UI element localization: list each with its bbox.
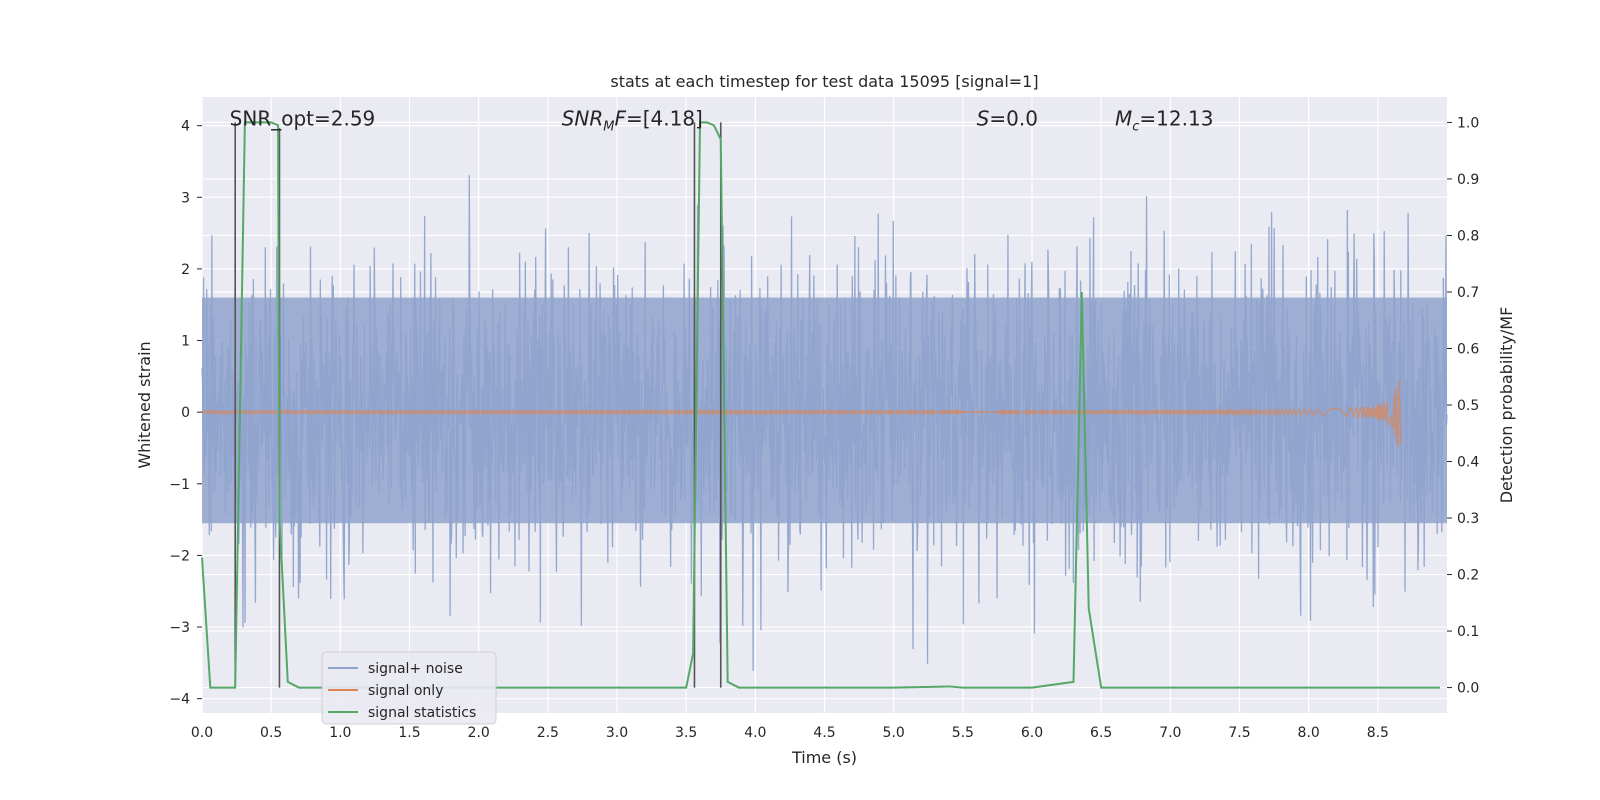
y-ticks-left: 4 3 2 1 0 −1 −2 −3 −4 bbox=[169, 119, 202, 708]
annotation-part: =0.0 bbox=[989, 106, 1038, 130]
x-tick-label: 6.5 bbox=[1090, 725, 1112, 741]
y-tick-label-left: 1 bbox=[181, 334, 190, 350]
x-tick-label: 8.0 bbox=[1298, 725, 1320, 741]
signal-only-line bbox=[201, 379, 1402, 448]
annotation-part: =[4.18] bbox=[626, 106, 703, 130]
y-tick-label-left: 4 bbox=[181, 119, 190, 135]
x-tick-label: 5.0 bbox=[883, 725, 905, 741]
signal-statistics-line bbox=[201, 121, 1441, 689]
y-tick-label-right: 0.8 bbox=[1457, 228, 1479, 244]
y-tick-label-left: −4 bbox=[169, 692, 190, 708]
x-axis-label: Time (s) bbox=[791, 748, 857, 767]
y-tick-label-left: −2 bbox=[169, 548, 190, 564]
signal-only-series bbox=[201, 379, 1402, 448]
annotation-part: SNR bbox=[562, 106, 604, 130]
x-tick-label: 3.0 bbox=[606, 725, 628, 741]
y-tick-label-left: −1 bbox=[169, 477, 190, 493]
annotation-part: c bbox=[1132, 119, 1139, 134]
x-tick-label: 7.0 bbox=[1159, 725, 1181, 741]
x-tick-label: 1.5 bbox=[398, 725, 420, 741]
y-tick-label-left: 2 bbox=[181, 262, 190, 278]
x-tick-label: 2.0 bbox=[468, 725, 490, 741]
chart-title: stats at each timestep for test data 150… bbox=[610, 72, 1038, 91]
x-tick-label: 2.5 bbox=[537, 725, 559, 741]
y-tick-label-right: 0.4 bbox=[1457, 455, 1479, 471]
legend-entry: signal only bbox=[368, 683, 443, 699]
annotations: SNR_opt=2.59 SNRMF=[4.18] S=0.0 Mc=12.13 bbox=[230, 106, 1214, 134]
y-axis-label-right: Detection probability/MF bbox=[1497, 307, 1516, 504]
legend-entry: signal statistics bbox=[368, 705, 476, 721]
y-tick-label-right: 0.1 bbox=[1457, 624, 1479, 640]
y-tick-label-left: 0 bbox=[181, 405, 190, 421]
legend-entry: signal+ noise bbox=[368, 661, 463, 677]
x-tick-label: 0.5 bbox=[260, 725, 282, 741]
y-tick-label-right: 0.7 bbox=[1457, 285, 1479, 301]
y-tick-label-right: 1.0 bbox=[1457, 115, 1479, 131]
y-tick-label-right: 0.2 bbox=[1457, 568, 1479, 584]
x-tick-label: 4.5 bbox=[813, 725, 835, 741]
annotation-part: M bbox=[603, 119, 614, 134]
x-tick-label: 4.0 bbox=[744, 725, 766, 741]
x-tick-label: 3.5 bbox=[675, 725, 697, 741]
annotation-part: =12.13 bbox=[1139, 106, 1213, 130]
annotation-text: S=0.0 bbox=[977, 106, 1038, 130]
annotation-text: Mc=12.13 bbox=[1115, 106, 1213, 134]
x-ticks: 0.0 0.5 1.0 1.5 2.0 2.5 3.0 3.5 4.0 4.5 5.0 5.5 6.0 6… bbox=[191, 725, 1389, 741]
y-tick-label-left: 3 bbox=[181, 190, 190, 206]
x-tick-label: 1.0 bbox=[329, 725, 351, 741]
signal-statistics-series bbox=[201, 121, 1441, 689]
x-tick-label: 5.5 bbox=[952, 725, 974, 741]
y-axis-label-left: Whitened strain bbox=[135, 341, 154, 468]
x-tick-label: 6.0 bbox=[1021, 725, 1043, 741]
annotation-text: SNR_opt=2.59 bbox=[230, 106, 376, 130]
y-tick-label-left: −3 bbox=[169, 620, 190, 636]
legend-box bbox=[321, 651, 497, 725]
x-tick-label: 7.5 bbox=[1228, 725, 1250, 741]
x-tick-label: 8.5 bbox=[1367, 725, 1389, 741]
y-tick-label-right: 0.5 bbox=[1457, 398, 1479, 414]
annotation-part: S bbox=[977, 106, 990, 130]
annotation-part: F bbox=[614, 106, 626, 130]
y-tick-label-right: 0.6 bbox=[1457, 341, 1479, 357]
noise-line bbox=[201, 175, 1448, 671]
y-ticks-right: 1.0 0.9 0.8 0.7 0.6 0.5 0.4 0.3 0.2 0.1 0.0 bbox=[1447, 115, 1479, 697]
annotation-part: M bbox=[1115, 106, 1132, 130]
y-tick-label-right: 0.0 bbox=[1457, 681, 1479, 697]
legend: signal+ noise signal only signal statistic… bbox=[321, 651, 497, 725]
annotation-text: SNRMF=[4.18] bbox=[562, 106, 703, 134]
x-tick-label: 0.0 bbox=[191, 725, 213, 741]
y-tick-label-right: 0.9 bbox=[1457, 172, 1479, 188]
y-tick-label-right: 0.3 bbox=[1457, 511, 1479, 527]
